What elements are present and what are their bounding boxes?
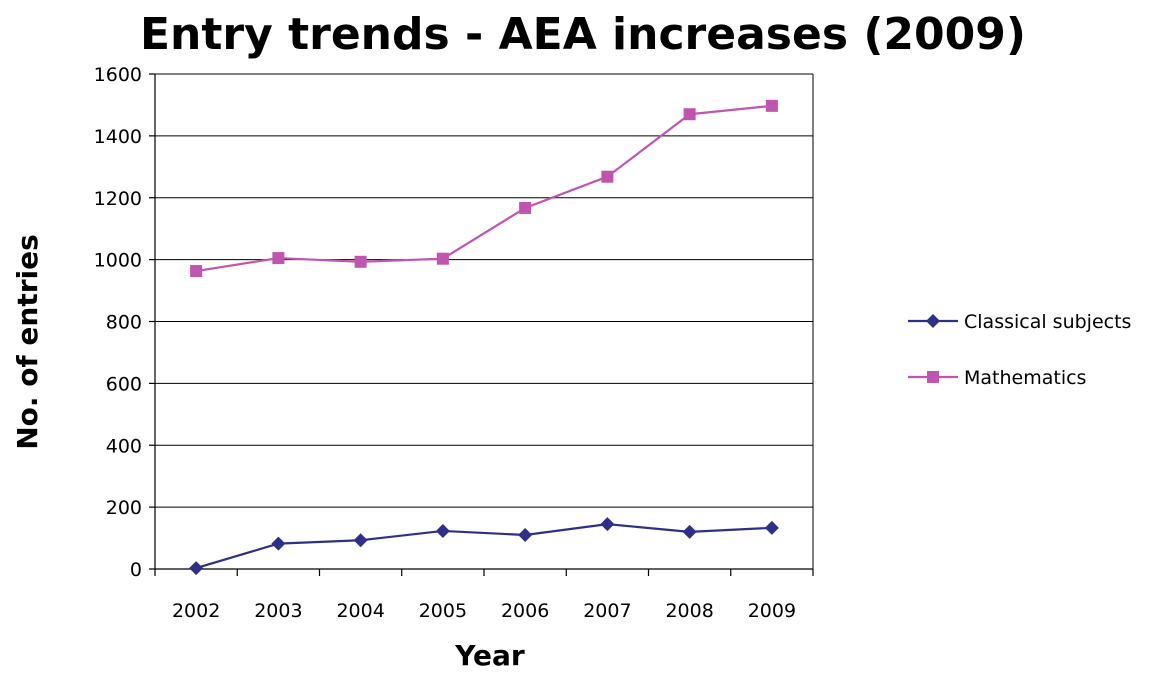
data-point [519, 201, 532, 214]
x-tick-label: 2007 [583, 600, 631, 622]
axes [149, 73, 814, 576]
data-point [601, 170, 614, 183]
data-point [436, 252, 449, 265]
legend-item: Classical subjects [908, 311, 1131, 333]
x-tick-label: 2009 [748, 600, 796, 622]
x-tick-label: 2004 [336, 600, 384, 622]
data-point [435, 523, 450, 538]
data-point [189, 561, 204, 576]
y-axis-title: No. of entries [11, 234, 44, 450]
series-0 [189, 517, 779, 576]
data-point [600, 517, 615, 532]
y-tick-label: 1600 [94, 64, 142, 86]
y-tick-label: 1000 [94, 250, 142, 272]
x-tick-label: 2008 [665, 600, 713, 622]
series-line [195, 104, 772, 273]
legend-marker [926, 314, 940, 328]
data-point [353, 533, 368, 548]
legend-label: Mathematics [964, 367, 1086, 389]
y-tick-label: 0 [130, 559, 142, 581]
series-line [195, 523, 772, 570]
data-point [764, 520, 779, 535]
legend-marker [927, 371, 939, 383]
series-1 [190, 99, 778, 278]
legend-item: Mathematics [908, 367, 1086, 389]
y-tick-label: 600 [106, 373, 142, 395]
x-tick-label: 2003 [254, 600, 302, 622]
legend: Classical subjects Mathematics [908, 311, 1131, 389]
data-point [765, 99, 778, 112]
data-point [683, 108, 696, 121]
x-tick-label: 2002 [172, 600, 220, 622]
data-point [190, 265, 203, 278]
x-tick-label: 2006 [501, 600, 549, 622]
y-tick-label: 800 [106, 312, 142, 334]
legend-label: Classical subjects [964, 311, 1131, 333]
data-series [189, 99, 779, 576]
y-tick-label: 400 [106, 435, 142, 457]
data-point [272, 252, 285, 265]
chart-title: Entry trends - AEA increases (2009) [140, 9, 1026, 60]
tick-labels: 0 200 400 600 800 1000 1200 1400 1600 2002 2003 200… [94, 64, 796, 622]
gridlines [155, 73, 813, 508]
y-tick-label: 1200 [94, 188, 142, 210]
y-tick-label: 1400 [94, 126, 142, 148]
y-tick-label: 200 [106, 497, 142, 519]
data-point [354, 255, 367, 268]
x-tick-label: 2005 [419, 600, 467, 622]
data-point [682, 524, 697, 539]
data-point [271, 536, 286, 551]
x-axis-title: Year [454, 639, 525, 672]
data-point [518, 527, 533, 542]
